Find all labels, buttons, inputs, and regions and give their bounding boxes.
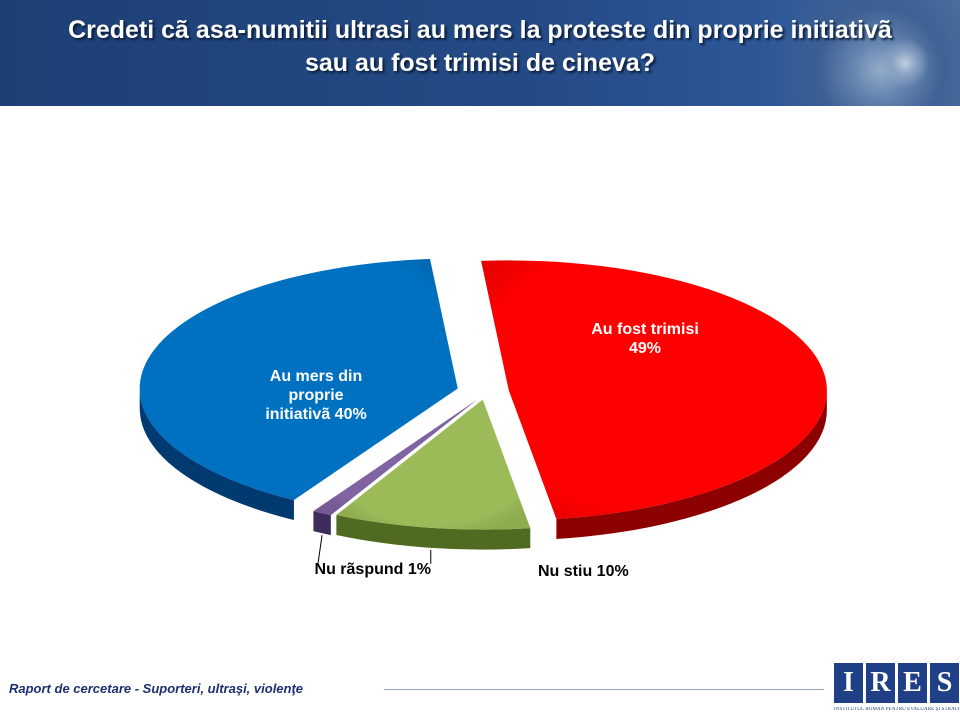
slice-au-mers-din-proprie-initiativa-side <box>139 388 294 520</box>
label-au-fost-trimisi: Au fost trimisi 49% <box>591 321 699 357</box>
logo-letter-s: S <box>930 663 959 703</box>
ires-logo: I R E S INSTITUTUL ROMÂN PENTRU EVALUARE… <box>834 663 959 712</box>
label-au-mers-din-proprie-line: initiativã 40% <box>265 406 366 423</box>
slice-au-fost-trimisi-side <box>556 390 827 539</box>
page-title: Credeti cã asa-numitii ultrasi au mers l… <box>0 14 960 80</box>
slice-nu-raspund-shading <box>313 399 478 516</box>
slice-nu-stiu-side <box>336 515 531 550</box>
logo-letter-e: E <box>898 663 927 703</box>
logo-letter-i: I <box>834 663 863 703</box>
logo-subtitle: INSTITUTUL ROMÂN PENTRU EVALUARE ŞI STRA… <box>834 707 959 712</box>
footer-divider <box>384 689 824 690</box>
logo-letter-r: R <box>866 663 895 703</box>
label-au-mers-din-proprie-line: Au mers din <box>270 368 362 385</box>
label-nu-stiu-line: Nu stiu 10% <box>538 563 629 580</box>
title-line-2: sau au fost trimisi de cineva? <box>304 49 656 77</box>
slice-nu-raspund-side <box>313 511 331 536</box>
label-nu-raspund-line: Nu rãspund 1% <box>315 561 431 578</box>
label-au-fost-trimisi-line: 49% <box>629 340 661 357</box>
header-banner: Credeti cã asa-numitii ultrasi au mers l… <box>0 0 960 106</box>
slice-nu-stiu-shading <box>336 399 531 530</box>
header-decoration-highlight <box>880 38 930 88</box>
title-line-1: Credeti cã asa-numitii ultrasi au mers l… <box>68 16 892 44</box>
header-decoration <box>770 0 960 106</box>
report-footer: Raport de cercetare - Suporteri, ultraşi… <box>9 681 304 696</box>
label-au-mers-din-proprie: Au mers din proprie initiativã 40% <box>265 368 366 423</box>
slice-au-fost-trimisi-shading <box>481 260 827 519</box>
leader-line-nu-raspund <box>317 535 323 564</box>
label-au-mers-din-proprie-line: proprie <box>288 387 343 404</box>
label-au-fost-trimisi-line: Au fost trimisi <box>591 321 699 338</box>
label-nu-stiu: Nu stiu 10% <box>538 563 629 580</box>
label-nu-raspund: Nu rãspund 1% <box>315 561 431 578</box>
slice-au-mers-din-proprie-initiativa-shading <box>139 259 458 500</box>
